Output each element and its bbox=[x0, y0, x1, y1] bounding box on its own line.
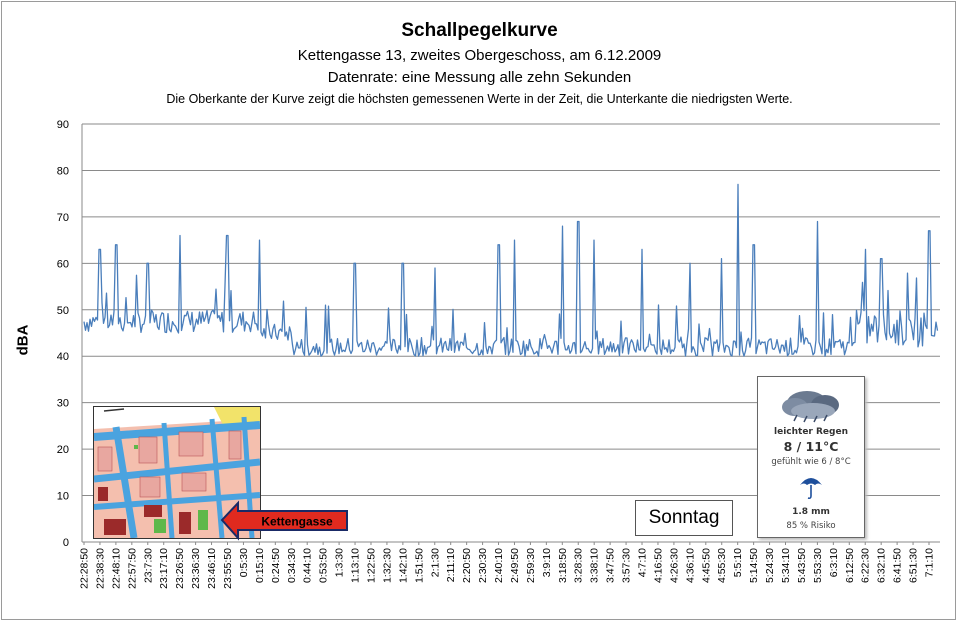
x-tick-label: 1:32:30 bbox=[381, 548, 393, 583]
x-tick-label: 5:34:10 bbox=[780, 548, 792, 583]
x-tick-label: 5:43:50 bbox=[796, 548, 808, 583]
x-tick-label: 2:30:30 bbox=[477, 548, 489, 583]
y-tick-label: 90 bbox=[57, 119, 69, 131]
x-tick-label: 6:12:50 bbox=[844, 548, 856, 583]
x-tick-label: 5:53:30 bbox=[812, 548, 824, 583]
y-tick-label: 20 bbox=[57, 444, 69, 456]
x-tick-label: 4:7:10 bbox=[637, 548, 649, 577]
x-tick-label: 23:55:50 bbox=[222, 548, 234, 589]
x-tick-label: 0:44:10 bbox=[302, 548, 314, 583]
chart-subtitle-2: Datenrate: eine Messung alle zehn Sekund… bbox=[327, 69, 632, 86]
series-line bbox=[83, 183, 939, 357]
weather-condition: leichter Regen bbox=[774, 427, 848, 437]
x-tick-label: 3:38:10 bbox=[589, 548, 601, 583]
x-tick-label: 0:15:10 bbox=[254, 548, 266, 583]
x-tick-label: 23:7:30 bbox=[142, 548, 154, 583]
x-tick-label: 0:53:50 bbox=[318, 548, 330, 583]
x-tick-label: 3:57:30 bbox=[621, 548, 633, 583]
x-tick-label: 23:26:50 bbox=[174, 548, 186, 589]
y-tick-label: 60 bbox=[57, 258, 69, 270]
x-tick-label: 6:32:10 bbox=[876, 548, 888, 583]
weather-card: leichter Regen 8 / 11°C gefühlt wie 6 / … bbox=[757, 376, 865, 538]
x-tick-label: 2:11:10 bbox=[445, 548, 457, 582]
y-tick-label: 70 bbox=[57, 212, 69, 224]
x-tick-label: 6:3:10 bbox=[828, 548, 840, 577]
x-tick-label: 0:34:30 bbox=[286, 548, 298, 583]
y-tick-label: 30 bbox=[57, 398, 69, 410]
x-tick-label: 4:16:50 bbox=[652, 548, 664, 583]
x-tick-label: 4:36:10 bbox=[684, 548, 696, 583]
x-tick-label: 2:49:50 bbox=[509, 548, 521, 583]
y-tick-label: 50 bbox=[57, 305, 69, 317]
x-tick-label: 3:47:50 bbox=[605, 548, 617, 583]
x-tick-label: 6:51:30 bbox=[908, 548, 920, 583]
x-tick-label: 1:13:10 bbox=[350, 548, 362, 583]
x-tick-label: 3:9:10 bbox=[541, 548, 553, 577]
x-tick-label: 23:17:10 bbox=[158, 548, 170, 589]
y-tick-label: 10 bbox=[57, 491, 69, 503]
umbrella-icon bbox=[800, 478, 822, 500]
x-tick-label: 6:41:50 bbox=[892, 548, 904, 583]
x-tick-label: 4:26:30 bbox=[668, 548, 680, 583]
x-tick-label: 4:45:50 bbox=[700, 548, 712, 583]
x-tick-label: 0:5:30 bbox=[238, 548, 250, 577]
x-tick-label: 2:59:30 bbox=[525, 548, 537, 583]
x-tick-label: 1:51:50 bbox=[413, 548, 425, 583]
x-tick-label: 23:46:10 bbox=[206, 548, 218, 589]
x-tick-label: 2:1:30 bbox=[429, 548, 441, 577]
chart-subtitle-3: Die Oberkante der Kurve zeigt die höchst… bbox=[166, 92, 793, 106]
y-tick-label: 0 bbox=[63, 537, 69, 549]
x-tick-label: 6:22:30 bbox=[860, 548, 872, 583]
chart-subtitle-1: Kettengasse 13, zweites Obergeschoss, am… bbox=[297, 47, 662, 64]
weather-temperature: 8 / 11°C bbox=[783, 439, 839, 454]
rain-cloud-icon bbox=[782, 391, 839, 423]
x-tick-label: 2:20:50 bbox=[461, 548, 473, 583]
x-tick-label: 22:28:50 bbox=[79, 548, 91, 589]
x-tick-label: 1:3:30 bbox=[334, 548, 346, 577]
chart-title: Schallpegelkurve bbox=[401, 20, 558, 41]
x-tick-labels: 22:28:50 22:38:30 22:48:10 22:57:50 23:7:30 2… bbox=[79, 542, 936, 589]
x-tick-label: 22:48:10 bbox=[110, 548, 122, 589]
x-tick-label: 3:28:30 bbox=[573, 548, 585, 583]
x-tick-label: 1:42:10 bbox=[397, 548, 409, 583]
weather-precipitation: 1.8 mm bbox=[792, 507, 830, 517]
x-tick-label: 5:5:10 bbox=[732, 548, 744, 577]
inset-map bbox=[93, 406, 261, 539]
series-group bbox=[83, 183, 939, 357]
x-tick-label: 5:24:30 bbox=[764, 548, 776, 583]
day-label: Sonntag bbox=[635, 500, 733, 536]
x-tick-label: 7:1:10 bbox=[924, 548, 936, 577]
x-tick-label: 4:55:30 bbox=[716, 548, 728, 583]
x-tick-label: 5:14:50 bbox=[748, 548, 760, 583]
y-tick-label: 40 bbox=[57, 351, 69, 363]
x-tick-label: 22:57:50 bbox=[126, 548, 138, 589]
weather-risk: 85 % Risiko bbox=[786, 521, 836, 531]
weather-feels-like: gefühlt wie 6 / 8°C bbox=[771, 457, 851, 467]
y-tick-labels: 0 10 20 30 40 50 60 70 80 90 bbox=[57, 119, 69, 549]
x-tick-label: 2:40:10 bbox=[493, 548, 505, 583]
x-tick-label: 1:22:50 bbox=[365, 548, 377, 583]
x-tick-label: 22:38:30 bbox=[94, 548, 106, 589]
y-tick-label: 80 bbox=[57, 165, 69, 177]
x-tick-label: 23:36:30 bbox=[190, 548, 202, 589]
x-tick-label: 3:18:50 bbox=[557, 548, 569, 583]
x-tick-label: 0:24:50 bbox=[270, 548, 282, 583]
